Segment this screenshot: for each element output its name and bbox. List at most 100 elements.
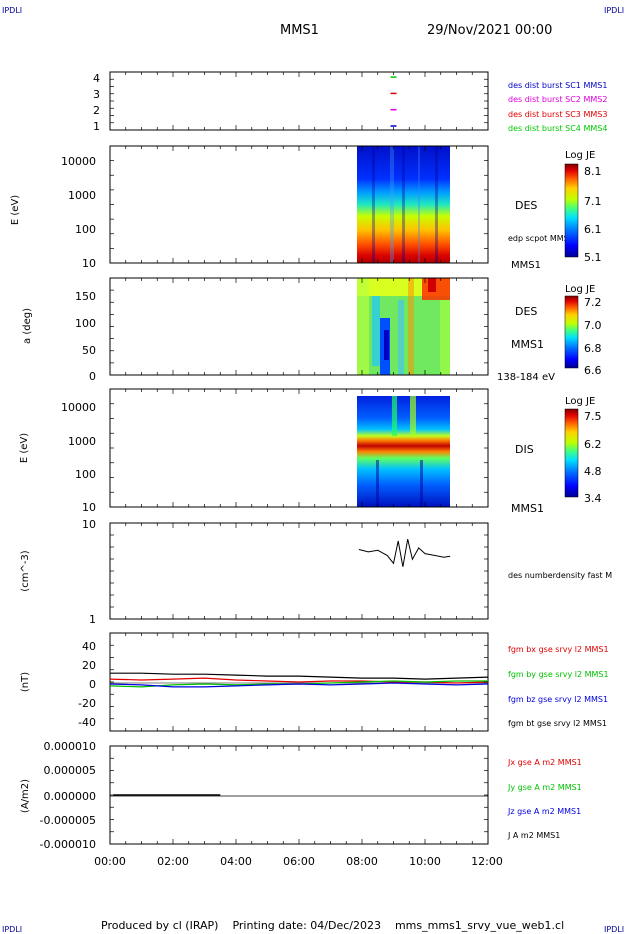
panel-dis-energy: E (eV) 10000 1000 100 10 DIS MMS1 Log JE… (19, 388, 602, 515)
des-energy-cbar-tick-1: 7.1 (584, 195, 602, 208)
dis-energy-spectrogram (357, 396, 450, 507)
des-pitch-cbar-tick-1: 7.0 (584, 319, 602, 332)
density-series-line (358, 538, 451, 567)
bfield-legend-bt: fgm bt gse srvy l2 MMS1 (508, 719, 607, 728)
bfield-series-bt (110, 672, 489, 680)
des-pitch-cbar-tick-0: 7.2 (584, 296, 602, 309)
dis-energy-ylabel: E (eV) (19, 433, 30, 463)
dis-energy-cbar-title: Log JE (565, 396, 595, 407)
x-tick-label-0000: 00:00 (94, 855, 126, 868)
density-frame (109, 522, 489, 620)
current-legend-jz: Jz gse A m2 MMS1 (507, 807, 581, 816)
des-pitch-label: DES (515, 305, 537, 318)
des-pitch-ylabel: a (deg) (22, 308, 33, 344)
current-ytick-2: 0.000000 (44, 790, 97, 803)
burst-legend-sc4: des dist burst SC4 MMS4 (508, 124, 607, 133)
des-pitch-colorbar (564, 295, 579, 369)
dis-energy-ytick-100: 100 (75, 468, 96, 481)
dis-energy-sc-label: MMS1 (511, 502, 544, 515)
des-energy-cbar-tick-3: 5.1 (584, 251, 602, 264)
bfield-series-bz (109, 682, 489, 688)
bfield-ytick-m20: -20 (78, 697, 96, 710)
des-energy-sc-label: MMS1 (511, 260, 541, 271)
panel-des-pitch: a (deg) 150 100 50 0 DES MMS1 138-184 eV… (22, 277, 602, 383)
dis-energy-ytick-10: 10 (82, 501, 96, 514)
dis-energy-cbar-tick-3: 3.4 (584, 492, 602, 505)
des-energy-cbar-title: Log JE (565, 150, 595, 161)
panel-burst-frame (109, 71, 489, 131)
bfield-ytick-40: 40 (82, 640, 96, 653)
corner-label-bl: IPDLI (2, 925, 22, 934)
bfield-ytick-m40: -40 (78, 716, 96, 729)
des-pitch-ytick-50: 50 (82, 344, 96, 357)
dis-energy-ytick-1000: 1000 (68, 435, 96, 448)
burst-ylabel-2: 2 (93, 104, 100, 117)
footer-credit: Produced by cl (IRAP) Printing date: 04/… (101, 919, 564, 932)
des-energy-ytick-100: 100 (75, 223, 96, 236)
current-ytick-0: 0.000010 (44, 740, 97, 753)
des-pitch-ytick-100: 100 (75, 317, 96, 330)
x-tick-label-1200: 12:00 (471, 855, 503, 868)
panel-des-energy: E (eV) 10000 1000 100 10 DES edp scpot M… (10, 145, 602, 271)
bfield-legend-bz: fgm bz gse srvy l2 MMS1 (508, 695, 608, 704)
des-pitch-range: 138-184 eV (497, 372, 555, 383)
bfield-ytick-0: 0 (89, 678, 96, 691)
bfield-ytick-20: 20 (82, 659, 96, 672)
burst-legend-sc3: des dist burst SC3 MMS3 (508, 110, 607, 119)
dis-energy-ytick-10000: 10000 (61, 401, 96, 414)
x-tick-label-0800: 08:00 (346, 855, 378, 868)
corner-label-tr: IPDLI (604, 6, 624, 15)
density-ytick-10: 10 (82, 518, 96, 531)
des-energy-ytick-1000: 1000 (68, 189, 96, 202)
des-energy-spectrogram (357, 146, 450, 263)
dis-energy-colorbar (564, 408, 579, 498)
des-energy-texture (372, 146, 438, 263)
x-tick-label-1000: 10:00 (409, 855, 441, 868)
bfield-legend-by: fgm by gse srvy l2 MMS1 (508, 670, 609, 679)
header-date: 29/Nov/2021 00:00 (427, 23, 552, 38)
des-pitch-texture (357, 278, 450, 375)
density-ytick-1: 1 (89, 613, 96, 626)
des-pitch-cbar-tick-2: 6.8 (584, 342, 602, 355)
burst-ylabel-4: 4 (93, 72, 100, 85)
current-ytick-3: -0.000005 (40, 814, 96, 827)
panel-density: (cm^-3) 10 1 des numberdensity fast M (20, 518, 612, 626)
bfield-ylabel: (nT) (20, 672, 31, 692)
burst-marks (390, 76, 397, 127)
density-legend: des numberdensity fast M (508, 571, 612, 580)
des-energy-ytick-10000: 10000 (61, 155, 96, 168)
des-pitch-cbar-title: Log JE (565, 284, 595, 295)
burst-legend-sc2: des dist burst SC2 MMS2 (508, 95, 607, 104)
dis-energy-texture (376, 396, 423, 507)
dis-energy-cbar-tick-0: 7.5 (584, 410, 602, 423)
current-legend-jx: Jx gse A m2 MMS1 (507, 758, 582, 767)
dis-energy-cbar-tick-2: 4.8 (584, 465, 602, 478)
des-energy-sublabel: edp scpot MMS1 (508, 234, 574, 243)
burst-ylabel-1: 1 (93, 120, 100, 133)
x-tick-label-0400: 04:00 (220, 855, 252, 868)
current-ytick-1: 0.000005 (44, 764, 97, 777)
des-energy-colorbar (564, 163, 579, 258)
header-title: MMS1 (280, 23, 319, 38)
current-ytick-4: -0.000010 (40, 838, 96, 851)
des-energy-ytick-10: 10 (82, 257, 96, 270)
des-energy-label: DES (515, 199, 537, 212)
panel-burst: 4 3 2 1 des dist burst SC1 MMS1 des dist… (93, 71, 607, 133)
des-energy-cbar-tick-2: 6.1 (584, 223, 602, 236)
burst-legend-sc1: des dist burst SC1 MMS1 (508, 81, 607, 90)
x-tick-label-0600: 06:00 (283, 855, 315, 868)
x-tick-label-0200: 02:00 (157, 855, 189, 868)
dis-energy-cbar-tick-1: 6.2 (584, 438, 602, 451)
des-energy-ylabel: E (eV) (10, 195, 21, 225)
current-ylabel: (A/m2) (20, 779, 31, 813)
des-pitch-sc-label: MMS1 (511, 338, 544, 351)
current-legend-j: J A m2 MMS1 (507, 831, 560, 840)
density-ylabel: (cm^-3) (20, 550, 31, 591)
bfield-series (109, 672, 489, 688)
current-legend-jy: Jy gse A m2 MMS1 (507, 783, 582, 792)
corner-label-tl: IPDLI (2, 6, 22, 15)
des-pitch-ytick-150: 150 (75, 290, 96, 303)
dis-energy-label: DIS (515, 443, 534, 456)
des-pitch-cbar-tick-3: 6.6 (584, 364, 602, 377)
